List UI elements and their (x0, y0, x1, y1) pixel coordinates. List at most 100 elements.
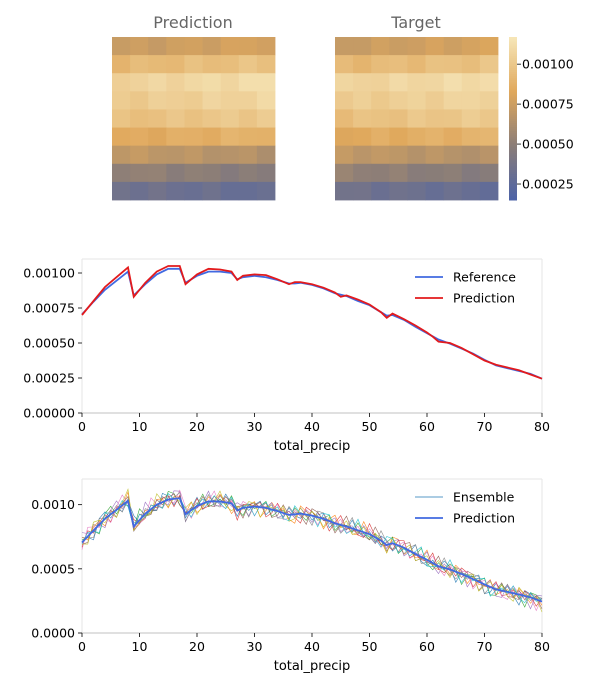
heatmap-cell (184, 73, 203, 92)
colorbar-segment (509, 167, 517, 170)
colorbar-segment (509, 47, 517, 50)
heatmap-cell (256, 181, 276, 201)
heatmap-cell (353, 55, 372, 74)
legend: Ensemble Prediction (415, 490, 515, 526)
colorbar-segment (509, 45, 517, 48)
colorbar-segment (509, 98, 517, 101)
heatmap-cell (425, 127, 445, 147)
colorbar-segment (509, 77, 517, 81)
heatmap-cell (148, 145, 167, 165)
colorbar-tick-label: 0.00100 (522, 57, 574, 72)
heatmap-cell (238, 91, 258, 110)
colorbar-segment (509, 104, 517, 107)
y-tick-labels: 0.00000 0.00025 0.00050 0.00075 0.00100 (23, 266, 75, 421)
heatmap-cell (353, 73, 372, 92)
heatmap-cell (461, 181, 481, 201)
x-tick-label: 20 (189, 419, 205, 434)
x-tick-label: 10 (132, 419, 148, 434)
colorbar-segment (509, 185, 517, 189)
heatmap-cell (130, 73, 149, 92)
heatmap-cell (407, 181, 426, 201)
heatmap-cell (443, 127, 463, 147)
heatmap-cell (148, 73, 167, 92)
colorbar-segment (509, 87, 517, 91)
x-tick-label: 20 (189, 639, 205, 654)
colorbar-segment (509, 197, 517, 201)
heatmap-cell (425, 163, 445, 183)
colorbar-segment (509, 65, 517, 69)
colorbar-segment (509, 59, 517, 62)
x-tick-labels: 0 10 20 30 40 50 60 70 80 (78, 639, 550, 654)
colorbar-segment (509, 53, 517, 56)
heatmap-cell (256, 163, 276, 183)
heatmap-cell (443, 163, 463, 183)
colorbar-segment (509, 57, 517, 60)
heatmap-cell (130, 163, 149, 183)
heatmap-cell (148, 181, 167, 201)
heatmap-cell (202, 163, 222, 183)
heatmap-cell (256, 37, 276, 56)
colorbar-tick-label: 0.00025 (522, 177, 574, 192)
heatmap-cell (425, 109, 445, 128)
heatmap-cell (112, 127, 131, 147)
colorbar-segment (509, 151, 517, 154)
heatmap-cell (256, 127, 276, 147)
heatmap-cell (184, 127, 203, 147)
heatmap-cell (238, 73, 258, 92)
colorbar-segment (509, 140, 517, 144)
x-tick-label: 40 (304, 419, 320, 434)
colorbar-segment (509, 49, 517, 52)
heatmap-cell (112, 37, 131, 56)
heatmap-cell (335, 55, 354, 74)
heatmap-cell (443, 145, 463, 165)
colorbar-segment (509, 61, 517, 64)
heatmap-cell (389, 91, 408, 110)
x-tick-label: 30 (247, 419, 263, 434)
x-tick-label: 0 (78, 419, 86, 434)
heatmap-cell (148, 127, 167, 147)
heatmap-cell (353, 127, 372, 147)
colorbar-segment (509, 159, 517, 162)
heatmap-cell (389, 145, 408, 165)
colorbar-tick-label: 0.00050 (522, 137, 574, 152)
colorbar-segment (509, 83, 517, 87)
target-heatmap (335, 37, 499, 201)
heatmap-cell (148, 37, 167, 56)
colorbar-segment (509, 130, 517, 134)
reference-vs-prediction-chart: 0 10 20 30 40 50 60 70 80 0.00000 0.0002… (23, 258, 550, 454)
colorbar-segment (509, 134, 517, 138)
heatmap-cell (371, 109, 390, 128)
heatmap-cell (461, 109, 481, 128)
colorbar-segment (509, 171, 517, 175)
heatmap-cell (371, 91, 390, 110)
heatmap-cell (407, 145, 426, 165)
heatmap-cell (256, 73, 276, 92)
heatmap-cell (371, 73, 390, 92)
heatmap-cell (407, 37, 426, 56)
heatmap-cell (443, 73, 463, 92)
heatmap-cell (371, 127, 390, 147)
colorbar-segment (509, 71, 517, 75)
colorbar-segment (509, 142, 517, 146)
heatmap-cell (220, 163, 240, 183)
heatmap-cell (130, 181, 149, 201)
heatmap-cell (202, 73, 222, 92)
colorbar-segment (509, 179, 517, 183)
heatmap-cell (335, 127, 354, 147)
heatmap-cell (407, 163, 426, 183)
heatmap-cell (461, 145, 481, 165)
heatmap-cell (389, 109, 408, 128)
heatmap-cell (112, 109, 131, 128)
heatmap-cell (425, 37, 445, 56)
heatmap-cell (479, 37, 499, 56)
heatmap-cell (353, 145, 372, 165)
x-tick-label: 40 (304, 639, 320, 654)
legend-label-reference: Reference (453, 270, 516, 285)
colorbar-segment (509, 39, 517, 42)
x-tick-label: 80 (534, 639, 550, 654)
y-tick-label: 0.0000 (31, 626, 75, 641)
heatmap-cell (112, 55, 131, 74)
colorbar-segment (509, 175, 517, 179)
colorbar-segment (509, 153, 517, 156)
colorbar-segment (509, 165, 517, 168)
